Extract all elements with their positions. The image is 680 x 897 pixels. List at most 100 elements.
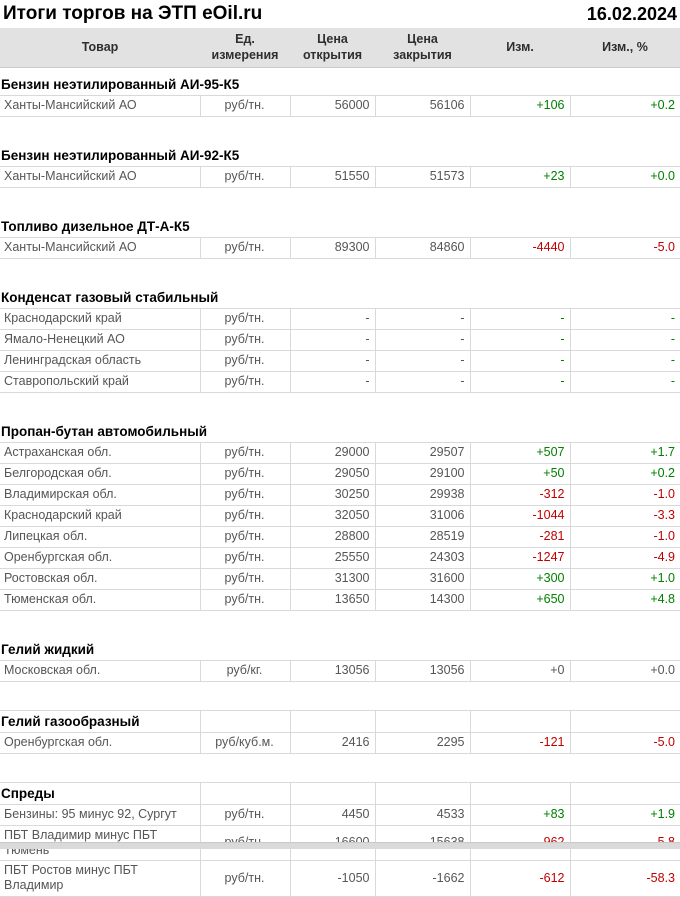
unit-cell: руб/тн. [199,165,291,188]
close-price-cell: - [374,328,471,351]
change-pct-cell: +0.2 [569,462,680,485]
section-title: Спреды [0,781,201,805]
change-cell: -1247 [469,546,571,569]
table-body: Бензин неэтилированный АИ-95-К5 Ханты-Ман… [0,67,680,897]
open-price-cell: 28800 [289,525,376,548]
open-price-cell: 2416 [289,731,376,754]
unit-cell: руб/тн. [199,349,291,372]
section-title-row: Пропан-бутан автомобильный [0,421,680,443]
section-title-empty-cell [374,781,471,805]
product-cell: Ленинградская область [0,349,201,372]
change-pct-cell: -5.0 [569,731,680,754]
section-spacer [0,392,680,421]
unit-cell: руб/тн. [199,803,291,826]
table-row: Белгородская обл. руб/тн. 29050 29100 +50 +0.… [0,462,680,485]
change-cell: -121 [469,731,571,754]
unit-cell: руб/тн. [199,860,291,897]
table-row: Московская обл. руб/кг. 13056 13056 +0 +0.0 [0,659,680,682]
close-price-cell: - [374,370,471,393]
unit-cell: руб/тн. [199,525,291,548]
change-pct-cell: +4.8 [569,588,680,611]
product-cell: Оренбургская обл. [0,731,201,754]
table-row: Липецкая обл. руб/тн. 28800 28519 -281 -1.0 [0,525,680,548]
close-price-cell: 31600 [374,567,471,590]
open-price-cell: 13650 [289,588,376,611]
table-row: Ямало-Ненецкий АО руб/тн. - - - - [0,328,680,351]
table-row: ПБТ Ростов минус ПБТ Владимир руб/тн. -105… [0,860,680,897]
open-price-cell: 31300 [289,567,376,590]
close-price-cell: -1662 [374,860,471,897]
section-title-row: Спреды [0,781,680,805]
unit-cell: руб/тн. [199,94,291,117]
product-cell: Ростовская обл. [0,567,201,590]
section-title-empty-cell [199,709,291,733]
table-row: Ханты-Мансийский АО руб/тн. 56000 56106 +106… [0,94,680,117]
unit-cell: руб/тн. [199,328,291,351]
product-cell: Оренбургская обл. [0,546,201,569]
section-spacer [0,187,680,216]
open-price-cell: -1050 [289,860,376,897]
change-cell: +83 [469,803,571,826]
table-row: Ставропольский край руб/тн. - - - - [0,370,680,393]
close-price-cell: - [374,349,471,372]
open-price-cell: 4450 [289,803,376,826]
open-price-cell: 89300 [289,236,376,259]
table-row: Ленинградская область руб/тн. - - - - [0,349,680,372]
change-cell: +300 [469,567,571,590]
product-cell: Краснодарский край [0,504,201,527]
open-price-cell: 29000 [289,441,376,464]
open-price-cell: 25550 [289,546,376,569]
open-price-cell: - [289,307,376,330]
change-cell: +507 [469,441,571,464]
close-price-cell: - [374,307,471,330]
footer-strip [0,842,680,849]
product-cell: Тюменская обл. [0,588,201,611]
page-title: Итоги торгов на ЭТП eOil.ru [3,3,263,24]
section-title-row: Гелий жидкий [0,639,680,661]
change-cell: +0 [469,659,571,682]
close-price-cell: 29100 [374,462,471,485]
titlebar: Итоги торгов на ЭТП eOil.ru 16.02.2024 [0,0,680,28]
change-pct-cell: - [569,349,680,372]
product-cell: Ханты-Мансийский АО [0,165,201,188]
change-cell: +23 [469,165,571,188]
change-cell: - [469,307,571,330]
change-pct-cell: -3.3 [569,504,680,527]
unit-cell: руб/тн. [199,588,291,611]
section-title-empty-cell [469,781,571,805]
section-title: Конденсат газовый стабильный [1,289,219,305]
section-title-empty-cell [469,709,571,733]
close-price-cell: 13056 [374,659,471,682]
report-date: 16.02.2024 [586,4,677,24]
unit-cell: руб/тн. [199,483,291,506]
section-title: Бензин неэтилированный АИ-95-К5 [1,76,240,92]
change-pct-cell: +1.0 [569,567,680,590]
change-pct-cell: - [569,328,680,351]
section-title-row: Конденсат газовый стабильный [0,287,680,309]
close-price-cell: 28519 [374,525,471,548]
change-pct-cell: - [569,307,680,330]
table-row: Оренбургская обл. руб/куб.м. 2416 2295 -121-… [0,731,680,754]
section-spacer [0,258,680,287]
close-price-cell: 56106 [374,94,471,117]
change-cell: -1044 [469,504,571,527]
unit-cell: руб/тн. [199,567,291,590]
product-cell: Бензины: 95 минус 92, Сургут [0,803,201,826]
change-cell: +650 [469,588,571,611]
open-price-cell: 56000 [289,94,376,117]
product-cell: Белгородская обл. [0,462,201,485]
header-row: Товар Ед. измерения Цена открытия Цена з… [0,28,680,68]
change-pct-cell: - [569,370,680,393]
change-cell: -4440 [469,236,571,259]
section-spacer [0,116,680,145]
product-cell: Ямало-Ненецкий АО [0,328,201,351]
change-cell: -612 [469,860,571,897]
change-pct-cell: +0.2 [569,94,680,117]
column-header-unit: Ед. измерения [200,28,290,68]
section-title: Топливо дизельное ДТ-А-К5 [1,218,190,234]
table-row: Тюменская обл. руб/тн. 13650 14300 +650 +4.8 [0,588,680,611]
column-header-close: Цена закрытия [375,28,470,68]
section-title-row: Бензин неэтилированный АИ-95-К5 [0,74,680,96]
unit-cell: руб/тн. [199,236,291,259]
section-title-row: Бензин неэтилированный АИ-92-К5 [0,145,680,167]
